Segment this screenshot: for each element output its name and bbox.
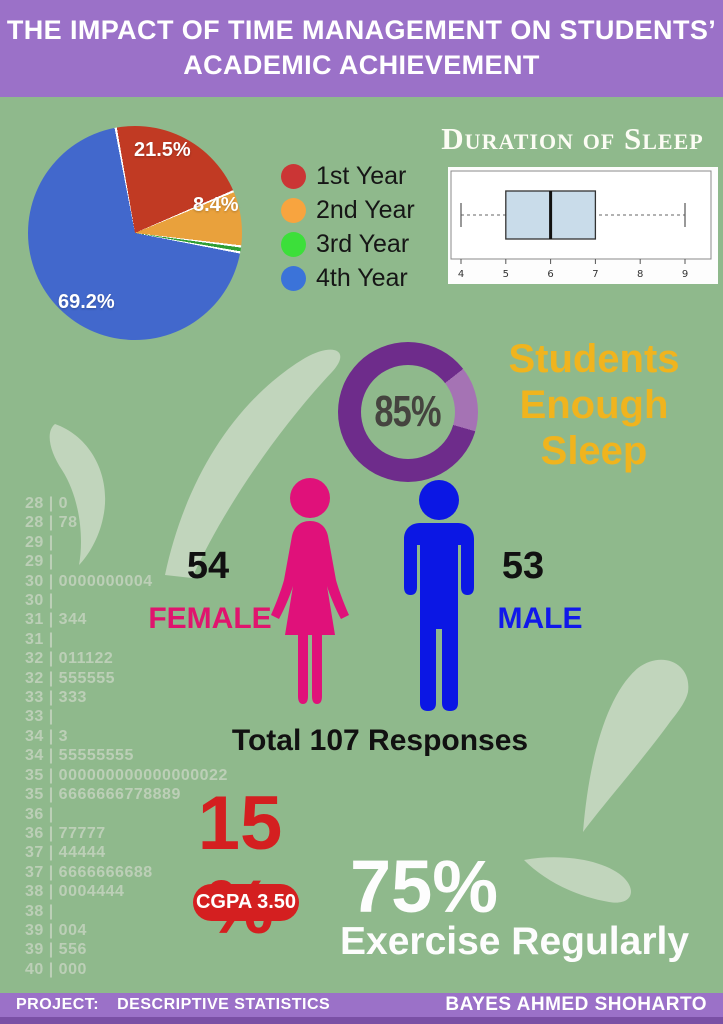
page-title-line1: THE IMPACT OF TIME MANAGEMENT ON STUDENT… (6, 15, 717, 46)
sleep-donut-chart: 85% (338, 342, 478, 482)
female-label: FEMALE (148, 602, 272, 635)
axis-tick-label: 9 (682, 269, 688, 280)
pie-legend: 1st Year 2nd Year 3rd Year 4th Year (281, 162, 415, 292)
year-pie-chart (28, 126, 242, 340)
cgpa-badge-label: CGPA 3.50 (195, 891, 297, 913)
axis-tick-label: 7 (592, 269, 598, 280)
axis-tick-label: 4 (458, 269, 464, 280)
pie-label-1st-year: 21.5% (134, 139, 191, 161)
legend-item-2nd-year: 2nd Year (281, 196, 415, 224)
legend-item-3rd-year: 3rd Year (281, 230, 415, 258)
enough-sleep-line: Sleep (540, 429, 648, 473)
total-responses-label: Total 107 Responses (231, 724, 529, 757)
boxplot-canvas: 4 5 6 7 8 9 (450, 170, 712, 280)
legend-label: 4th Year (316, 264, 408, 292)
legend-dot-blue (281, 266, 306, 291)
legend-label: 3rd Year (316, 230, 410, 258)
cgpa-percent-value: 15 % (197, 781, 283, 949)
footer-project: PROJECT: DESCRIPTIVE STATISTICS (16, 996, 330, 1014)
donut-percent-value: 85% (374, 387, 442, 436)
enough-sleep-line: Enough (519, 383, 669, 427)
header-banner: THE IMPACT OF TIME MANAGEMENT ON STUDENT… (0, 0, 723, 97)
stem-leaf-plot: 28 | 0 28 | 78 29 | 29 | 30 | 0000000004… (25, 495, 228, 978)
legend-item-4th-year: 4th Year (281, 264, 415, 292)
footer-project-value: DESCRIPTIVE STATISTICS (117, 996, 331, 1013)
leaf-decoration-bottom (524, 857, 631, 903)
enough-sleep-line: Students (508, 337, 680, 381)
boxplot-ticks (460, 259, 686, 264)
male-label: MALE (497, 602, 583, 635)
axis-tick-label: 8 (637, 269, 643, 280)
legend-label: 1st Year (316, 162, 407, 190)
male-icon (404, 480, 474, 711)
male-count: 53 (501, 545, 545, 587)
donut-hole: 85% (361, 365, 455, 459)
female-count: 54 (186, 545, 230, 587)
page-title-line2: ACADEMIC ACHIEVEMENT (183, 50, 540, 80)
cgpa-badge: CGPA 3.50 (193, 884, 299, 921)
legend-item-1st-year: 1st Year (281, 162, 415, 190)
footer-accent-strip (0, 1017, 723, 1024)
footer-author: BAYES AHMED SHOHARTO (445, 994, 707, 1015)
legend-dot-red (281, 164, 306, 189)
pie-label-2nd-year: 8.4% (193, 194, 239, 216)
footer-project-label: PROJECT: (16, 996, 100, 1013)
axis-tick-label: 5 (503, 269, 509, 280)
exercise-percent-value: 75% (350, 845, 499, 928)
legend-dot-orange (281, 198, 306, 223)
comma-decoration-right (583, 659, 689, 832)
axis-tick-label: 6 (547, 269, 553, 280)
enough-sleep-caption: Students Enough Sleep (478, 336, 710, 474)
sleep-boxplot: 4 5 6 7 8 9 (448, 167, 718, 284)
footer-bar: PROJECT: DESCRIPTIVE STATISTICS BAYES AH… (0, 993, 723, 1017)
pie-label-4th-year: 69.2% (58, 291, 115, 313)
legend-dot-green (281, 232, 306, 257)
boxplot-title: Duration of Sleep (441, 121, 704, 156)
legend-label: 2nd Year (316, 196, 415, 224)
exercise-label: Exercise Regularly (340, 920, 690, 963)
female-icon (271, 478, 349, 704)
